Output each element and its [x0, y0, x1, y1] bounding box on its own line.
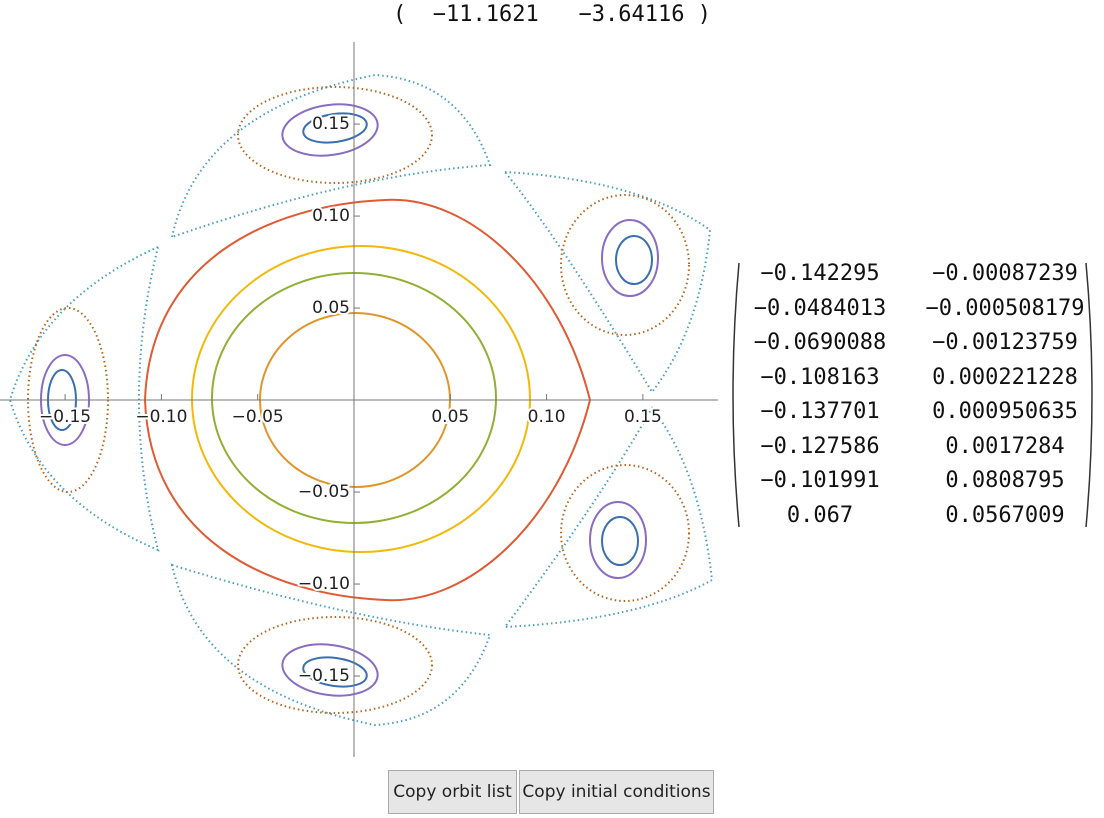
matrix-cell: −0.142295	[760, 261, 880, 286]
matrix: −0.142295 −0.00087239 −0.0484013 −0.0005081…	[725, 255, 1100, 535]
phase-plot: −0.15 −0.10 −0.05 0.05 0.10 0.15 −0.15 −0.10 −0.…	[0, 42, 718, 757]
x-tick-label: 0.05	[431, 407, 469, 427]
y-tick-label: 0.05	[312, 298, 350, 318]
x-tick-label: −0.15	[39, 407, 91, 427]
y-tick-label: −0.05	[298, 482, 350, 502]
y-tick-label: 0.10	[312, 206, 350, 226]
vector-entry: −3.64116	[578, 2, 685, 27]
matrix-cell: 0.067	[786, 502, 854, 528]
matrix-cell: −0.101991	[760, 468, 880, 493]
matrix-cell: 0.000950635	[932, 399, 1078, 424]
matrix-cell: −0.0484013	[753, 295, 887, 321]
matrix-cell: 0.000221228	[932, 364, 1078, 390]
vector-entry: −11.1621	[432, 2, 539, 27]
top-vector: ( −11.1621 −3.64116 )	[393, 2, 711, 27]
matrix-cell: −0.00087239	[932, 261, 1078, 286]
matrix-cell: 0.0017284	[945, 433, 1065, 459]
matrix-cell: −0.108163	[760, 364, 880, 390]
matrix-brackets	[732, 262, 1093, 528]
y-tick-label: −0.10	[298, 574, 350, 594]
x-tick-label: −0.10	[135, 407, 187, 427]
y-tick-label: −0.15	[298, 666, 350, 686]
matrix-cell: 0.0567009	[945, 502, 1065, 528]
y-tick-label: 0.15	[312, 114, 350, 134]
matrix-cell: −0.127586	[760, 433, 880, 459]
copy-initial-button[interactable]: Copy initial conditions	[519, 770, 714, 814]
matrix-cell: −0.137701	[760, 399, 880, 424]
matrix-cell: −0.0690088	[753, 330, 887, 355]
matrix-cell: −0.000508179	[925, 295, 1085, 321]
matrix-cell: −0.00123759	[932, 330, 1078, 355]
copy-orbit-button[interactable]: Copy orbit list	[388, 770, 517, 814]
x-tick-label: 0.15	[624, 407, 662, 427]
x-tick-label: −0.05	[232, 407, 284, 427]
x-tick-label: 0.10	[528, 407, 566, 427]
matrix-cell: 0.0808795	[945, 468, 1065, 493]
